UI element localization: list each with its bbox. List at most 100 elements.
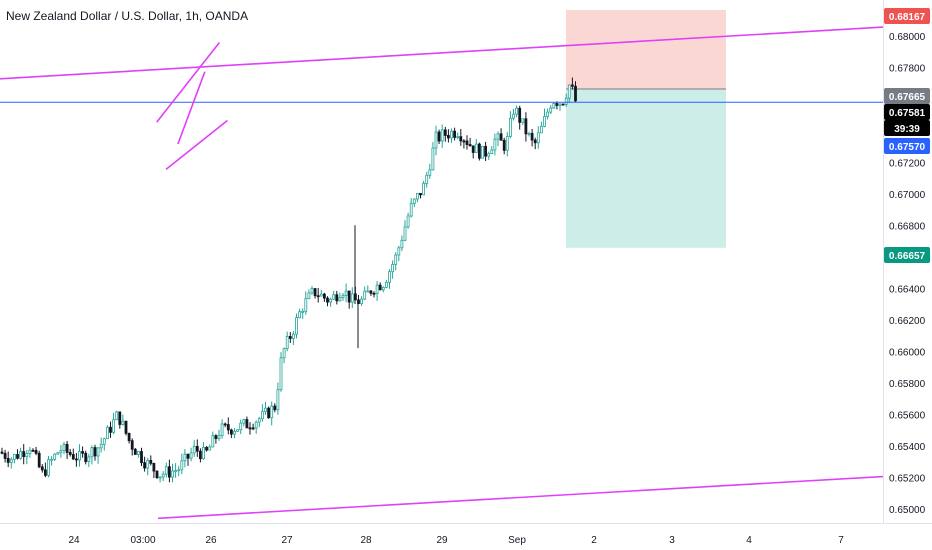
candle-body: [533, 139, 537, 144]
candle-body: [102, 438, 106, 445]
candle: [409, 198, 413, 218]
candle-body: [3, 452, 7, 459]
candle: [16, 449, 19, 460]
candle: [205, 446, 209, 452]
candle: [90, 445, 94, 465]
candle: [533, 137, 537, 150]
candle-body: [285, 336, 289, 350]
price-axis: 0.680000.678000.676000.674000.672000.670…: [883, 0, 932, 550]
candle: [549, 105, 553, 115]
candle-body: [546, 111, 549, 117]
candle-body: [22, 451, 26, 458]
candle: [130, 438, 134, 456]
candle-body: [276, 389, 280, 411]
candle: [440, 124, 444, 148]
candle-body: [521, 118, 525, 123]
candle-body: [109, 426, 112, 433]
candle-body: [437, 131, 441, 142]
candle-body: [378, 284, 382, 291]
candle: [313, 288, 317, 299]
candle: [226, 417, 230, 435]
y-tick-label: 0.66200: [889, 316, 926, 327]
candle-body: [223, 423, 227, 426]
x-tick-label: 2: [591, 535, 597, 546]
candle: [22, 444, 26, 465]
candle: [471, 145, 475, 159]
candle: [71, 448, 75, 461]
candle: [257, 416, 261, 428]
candle-body: [415, 192, 419, 200]
candles: [0, 77, 883, 483]
candle-body: [552, 103, 556, 109]
x-tick-label: 7: [838, 535, 844, 546]
candle: [3, 449, 7, 463]
candle: [372, 291, 376, 298]
candle-body: [31, 449, 35, 452]
candle: [341, 292, 345, 301]
candle-body: [133, 448, 137, 455]
candle-body: [96, 447, 100, 457]
candle-body: [313, 288, 317, 297]
candle-body: [9, 458, 13, 463]
candle-body: [487, 153, 491, 157]
candle-body: [198, 450, 202, 460]
candle: [112, 412, 115, 435]
candle: [99, 437, 103, 453]
candle: [546, 108, 549, 120]
candle: [434, 125, 438, 156]
candle-body: [341, 294, 345, 298]
candle: [93, 444, 97, 461]
candle-body: [6, 458, 10, 463]
candle: [316, 288, 320, 303]
price-label-bg: [884, 247, 930, 263]
candle: [291, 331, 295, 345]
x-tick-label: 24: [68, 535, 80, 546]
candle: [477, 142, 481, 161]
price-label-text: 0.67665: [889, 92, 926, 103]
candle: [394, 252, 398, 271]
y-tick-label: 0.67200: [889, 158, 926, 169]
candle: [496, 131, 500, 147]
candle-body: [78, 451, 81, 461]
candle-body: [112, 419, 115, 433]
trend-line: [177, 71, 206, 145]
candle: [310, 285, 314, 295]
price-label: 0.67570: [884, 138, 930, 154]
candle-body: [505, 136, 509, 151]
candle: [459, 128, 463, 146]
candle: [298, 308, 302, 319]
candle: [462, 139, 466, 149]
candle: [465, 135, 469, 150]
candle: [245, 416, 249, 429]
price-label: 0.68167: [884, 8, 930, 24]
candle-body: [229, 429, 233, 435]
candle: [437, 129, 441, 145]
candle-body: [149, 460, 153, 464]
candle-body: [536, 132, 540, 144]
candle-body: [307, 292, 311, 299]
price-label-bg: [884, 8, 930, 24]
candle-body: [477, 143, 481, 159]
x-tick-label: 29: [436, 535, 448, 546]
candle-body: [490, 149, 494, 155]
candle-body: [143, 462, 147, 469]
candle-body: [118, 411, 122, 425]
candle: [161, 471, 165, 482]
candle-body: [288, 336, 292, 339]
candle-body: [40, 466, 44, 471]
candle: [192, 440, 196, 457]
candle: [164, 462, 168, 478]
candle-body: [161, 473, 165, 478]
candle: [62, 441, 66, 455]
candle: [75, 452, 78, 467]
y-tick-label: 0.65200: [889, 473, 926, 484]
candle: [558, 103, 562, 111]
candle: [304, 291, 308, 315]
candle: [270, 401, 274, 426]
candle-body: [400, 239, 404, 249]
candle: [65, 440, 69, 459]
candle: [527, 131, 531, 137]
price-label-bg: [884, 88, 930, 104]
candle-body: [338, 297, 342, 302]
